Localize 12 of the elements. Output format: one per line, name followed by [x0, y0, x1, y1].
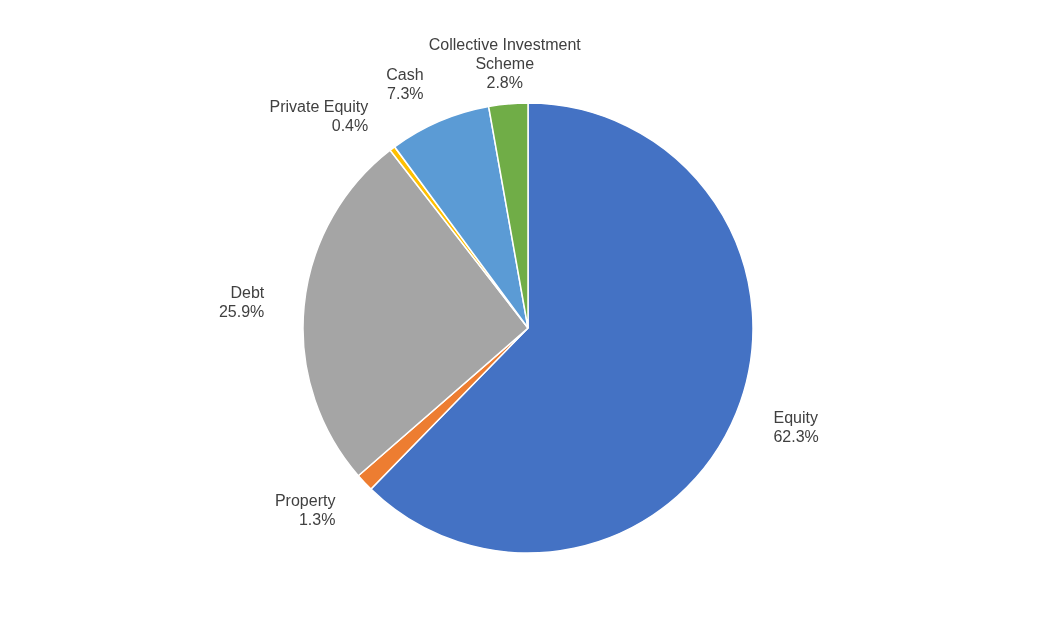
data-label: 1.3% [298, 510, 336, 528]
slice-label: Equity [773, 409, 818, 427]
data-label: 2.8% [486, 74, 523, 92]
slice-label: Private Equity [269, 98, 369, 116]
slice-label: Debt [230, 283, 265, 301]
slice-label: Collective Investment Scheme [428, 36, 582, 73]
data-label: 25.9% [218, 302, 265, 320]
data-label: 0.4% [331, 117, 369, 135]
slice-label: Property [274, 491, 336, 509]
data-label: 62.3% [773, 428, 819, 446]
slice-label: Cash [386, 65, 424, 83]
data-label: 7.3% [387, 84, 424, 102]
